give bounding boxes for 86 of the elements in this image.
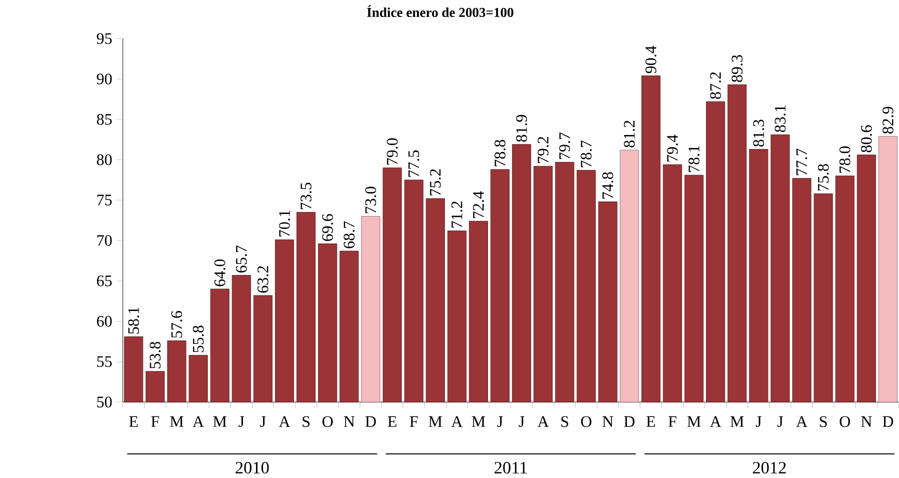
data-label: 58.1 [128,308,140,334]
data-label: 79.0 [386,138,398,165]
x-tick-label: E [129,416,138,427]
data-label: 89.3 [732,55,743,82]
data-label: 57.6 [171,311,182,338]
text: 2012 [752,462,786,474]
x-tick-label: M [730,416,744,427]
data-label: 74.8 [602,172,614,199]
x-tick-label: M [687,416,701,427]
y-tick-label: 55 [97,356,112,368]
x-tick-label: A [796,416,808,428]
x-tick-label: J [777,416,783,428]
x-tick-label: O [840,416,850,428]
data-label: 75.8 [818,164,829,191]
x-tick-label: M [213,416,227,427]
x-tick-label: S [561,416,568,428]
x-tick-label: F [668,416,676,427]
x-tick-label: A [278,416,290,428]
chart-title: Índice enero de 2003=100 [367,5,514,18]
data-label: 80.6 [860,125,872,152]
data-label: 81.3 [753,120,764,147]
x-tick-label: J [260,416,266,428]
data-label: 79.4 [667,134,678,162]
data-label: 77.5 [408,150,420,177]
data-label: 78.8 [494,140,506,166]
x-tick-label: M [170,416,184,427]
x-tick-label: N [861,416,872,427]
x-tick-label: N [344,416,355,427]
x-tick-label: O [581,416,592,428]
x-tick-label: J [497,416,503,428]
x-tick-label: J [518,416,524,428]
x-tick-label: J [756,416,762,428]
data-label: 73.5 [300,182,312,210]
data-label: 82.9 [882,107,894,134]
text: 2010 [236,462,269,474]
x-tick-label: M [472,416,486,427]
data-label: 81.2 [624,120,635,148]
x-tick-label: D [365,416,376,427]
x-tick-label: S [820,416,827,428]
data-label: 79.7 [559,132,570,160]
data-label: 65.7 [236,246,247,273]
data-label: 87.2 [710,72,722,100]
x-tick-label: N [602,416,614,427]
data-label: 72.4 [473,191,484,218]
y-tick-label: 90 [96,74,112,85]
x-tick-label: A [451,416,463,428]
data-label: 77.7 [796,148,808,176]
x-tick-label: D [882,416,894,427]
x-tick-label: F [151,416,160,427]
x-tick-label: J [238,416,244,428]
data-label: 78.1 [688,146,700,172]
data-label: 78.7 [580,140,592,168]
data-label: 81.9 [516,115,528,142]
y-tick-label: 70 [97,235,112,246]
text: 2011 [494,462,527,474]
y-tick-label: 50 [97,396,112,408]
x-tick-label: F [410,416,418,427]
data-label: 55.8 [192,326,204,352]
y-tick-label: 65 [97,276,112,286]
y-tick-label: 60 [97,316,112,327]
data-label: 90.4 [645,46,656,74]
data-label: 71.2 [452,202,462,228]
x-tick-label: M [428,416,442,427]
x-tick-label: A [538,416,549,428]
x-tick-label: E [388,416,396,427]
data-label: 78.0 [839,146,850,173]
data-label: 79.2 [538,137,549,164]
y-tick-label: 80 [96,154,112,166]
data-label: 63.2 [258,266,268,293]
data-label: 68.7 [344,222,355,248]
x-tick-label: A [710,416,722,428]
data-label: 70.1 [279,210,290,237]
x-tick-label: E [646,416,655,427]
y-tick-label: 75 [97,194,112,206]
data-label: 73.0 [365,186,376,214]
data-label: 64.0 [214,260,226,286]
x-tick-label: D [624,416,634,427]
data-label: 69.6 [322,214,334,242]
data-label: 53.8 [150,342,161,369]
data-label: 75.2 [430,169,441,196]
y-tick-label: 95 [96,33,112,44]
data-label: 83.1 [774,106,786,132]
x-tick-label: A [192,416,204,428]
x-tick-label: S [302,416,310,428]
y-tick-label: 85 [96,114,112,125]
x-tick-label: O [322,416,333,428]
